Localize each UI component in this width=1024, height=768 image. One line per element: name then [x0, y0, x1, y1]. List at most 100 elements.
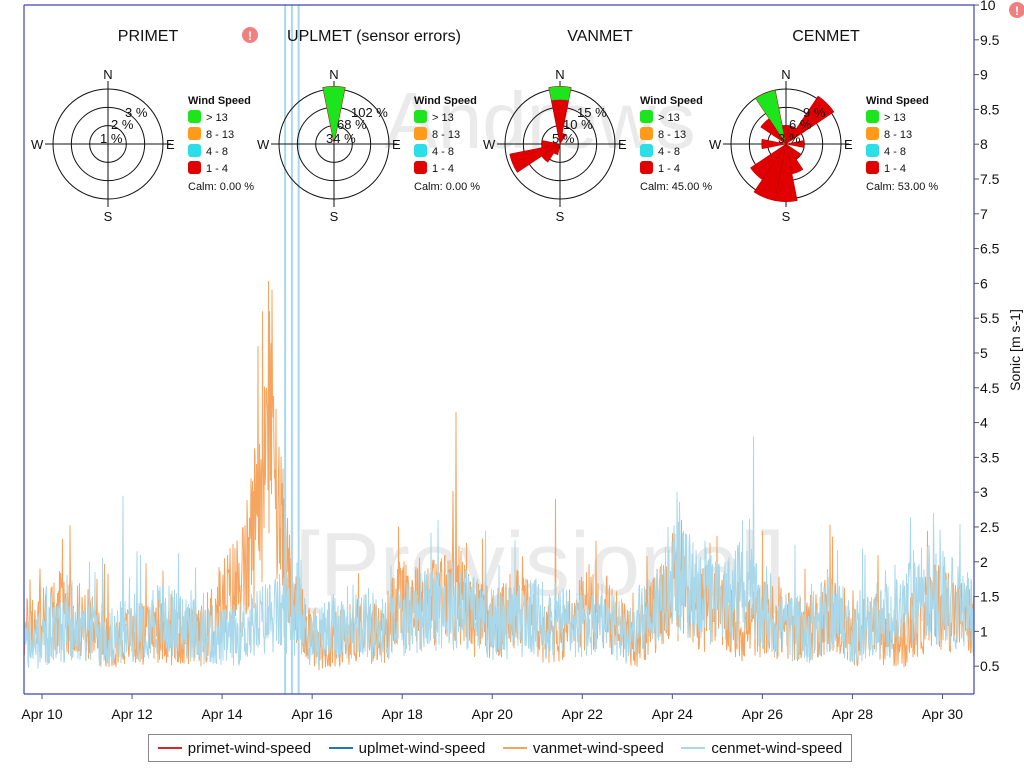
wind-rose-vanmet: VANMET N S W E 5 %10 %15 % Wind Speed > 13 8 - 1… [483, 28, 712, 224]
wind-rose-legend-swatch [188, 110, 201, 123]
y-tick-label: 2 [980, 554, 988, 570]
wind-rose-calm: Calm: 0.00 % [414, 181, 480, 193]
wind-rose-ring-label: 9 % [803, 105, 826, 120]
wind-rose-petal [785, 95, 835, 145]
wind-rose-ring-label: 1 % [100, 131, 123, 146]
legend-swatch [502, 747, 527, 749]
legend-item-cenmet[interactable]: cenmet-wind-speed [681, 740, 842, 757]
x-tick-label: Apr 30 [922, 706, 963, 722]
legend-label: vanmet-wind-speed [532, 739, 664, 757]
wind-rose-legend-label: > 13 [884, 112, 906, 124]
wind-rose-petal [509, 143, 561, 173]
compass-e: E [618, 137, 627, 152]
wind-rose-petal [559, 132, 567, 145]
wind-rose-petal [755, 89, 787, 145]
x-tick-label: Apr 14 [201, 706, 242, 722]
wind-rose-petal [551, 99, 569, 145]
compass-n: N [555, 67, 564, 82]
wind-rose-petal [760, 118, 787, 145]
wind-rose-ring-label: 3 % [125, 105, 148, 120]
wind-rose-legend-title: Wind Speed [866, 95, 929, 107]
legend-swatch [157, 747, 182, 749]
y-tick-label: 6 [980, 275, 988, 291]
wind-rose-legend-title: Wind Speed [640, 95, 703, 107]
y-tick-label: 4.5 [980, 380, 1000, 396]
y-tick-label: 5.5 [980, 310, 1000, 326]
wind-rose-legend-label: 4 - 8 [432, 146, 454, 158]
compass-s: S [104, 209, 113, 224]
wind-rose-title: CENMET [792, 28, 860, 45]
legend-item-primet[interactable]: primet-wind-speed [157, 739, 312, 757]
x-tick-label: Apr 16 [292, 706, 333, 722]
compass-w: W [709, 137, 722, 152]
x-tick-label: Apr 26 [742, 706, 783, 722]
wind-rose-ring-label: 34 % [326, 131, 356, 146]
legend-item-uplmet[interactable]: uplmet-wind-speed [328, 739, 486, 757]
warning-circle [242, 27, 258, 43]
wind-rose-legend-label: 8 - 13 [206, 129, 234, 141]
wind-rose-legend-swatch [414, 161, 427, 174]
compass-w: W [257, 137, 270, 152]
compass-e: E [392, 137, 401, 152]
legend-label: primet-wind-speed [187, 739, 312, 757]
compass-n: N [329, 67, 338, 82]
wind-rose-legend-swatch [414, 144, 427, 157]
legend-label: uplmet-wind-speed [358, 739, 486, 757]
wind-rose-legend-label: 1 - 4 [206, 163, 228, 175]
wind-rose-title: UPLMET (sensor errors) [287, 28, 461, 45]
wind-rose-legend-swatch [866, 110, 879, 123]
wind-rose-uplmet: UPLMET (sensor errors) N S W E 34 %68 %102 % W… [257, 28, 480, 224]
wind-rose-legend-title: Wind Speed [188, 95, 251, 107]
wind-rose-legend-label: > 13 [658, 112, 680, 124]
wind-rose-legend-swatch [640, 144, 653, 157]
wind-rose-legend-swatch [188, 161, 201, 174]
warning-circle [1009, 2, 1024, 18]
wind-rose-legend-swatch [866, 127, 879, 140]
compass-e: E [844, 137, 853, 152]
wind-rose-calm: Calm: 53.00 % [866, 181, 938, 193]
wind-rose-primet: PRIMET ! N S W E 1 %2 %3 % Wind Speed > 13 8 - 13… [31, 27, 258, 224]
legend-item-vanmet[interactable]: vanmet-wind-speed [502, 739, 664, 757]
wind-rose-legend-label: 4 - 8 [658, 146, 680, 158]
legend-swatch [328, 747, 353, 749]
wind-rose-calm: Calm: 45.00 % [640, 181, 712, 193]
wind-rose-petal [541, 140, 561, 148]
wind-rose-cenmet: CENMET N S W E 3 %6 %9 % Wind Speed > 13 8 - 13 4… [709, 28, 938, 224]
wind-rose-ring-label: 5 % [552, 131, 575, 146]
compass-s: S [330, 209, 339, 224]
compass-w: W [483, 137, 496, 152]
y-tick-label: 5 [980, 345, 988, 361]
y-axis-label: Sonic [m s-1] [1007, 309, 1023, 391]
wind-rose-legend-label: 8 - 13 [658, 129, 686, 141]
wind-rose-legend-label: 1 - 4 [658, 163, 680, 175]
wind-rose-legend-swatch [640, 127, 653, 140]
y-tick-label: 8.5 [980, 101, 1000, 117]
y-tick-label: 10 [980, 0, 996, 13]
legend-label: cenmet-wind-speed [711, 739, 843, 757]
y-tick-label: 8 [980, 136, 988, 152]
compass-n: N [781, 67, 790, 82]
wind-rose-legend-label: 4 - 8 [884, 146, 906, 158]
x-tick-label: Apr 24 [652, 706, 693, 722]
y-tick-label: 1 [980, 623, 988, 639]
wind-rose-legend-swatch [414, 110, 427, 123]
x-tick-label: Apr 12 [111, 706, 152, 722]
wind-rose-ring-label: 10 % [563, 117, 593, 132]
legend: primet-wind-speed uplmet-wind-speed vanm… [148, 734, 852, 762]
y-tick-label: 3 [980, 484, 988, 500]
wind-rose-title: PRIMET [118, 28, 179, 45]
y-tick-label: 3.5 [980, 449, 1000, 465]
series-line-cenmet-wind-speed [23, 436, 975, 669]
compass-s: S [782, 209, 791, 224]
wind-rose-legend-swatch [640, 161, 653, 174]
x-tick-label: Apr 20 [472, 706, 513, 722]
y-tick-label: 9 [980, 67, 988, 83]
wind-rose-petal [750, 143, 787, 180]
wind-rose-legend-label: 8 - 13 [432, 129, 460, 141]
warning-icon: ! [1009, 2, 1024, 18]
y-tick-label: 1.5 [980, 589, 1000, 605]
compass-n: N [103, 67, 112, 82]
wind-rose-legend-swatch [188, 144, 201, 157]
wind-rose-legend-label: > 13 [206, 112, 228, 124]
